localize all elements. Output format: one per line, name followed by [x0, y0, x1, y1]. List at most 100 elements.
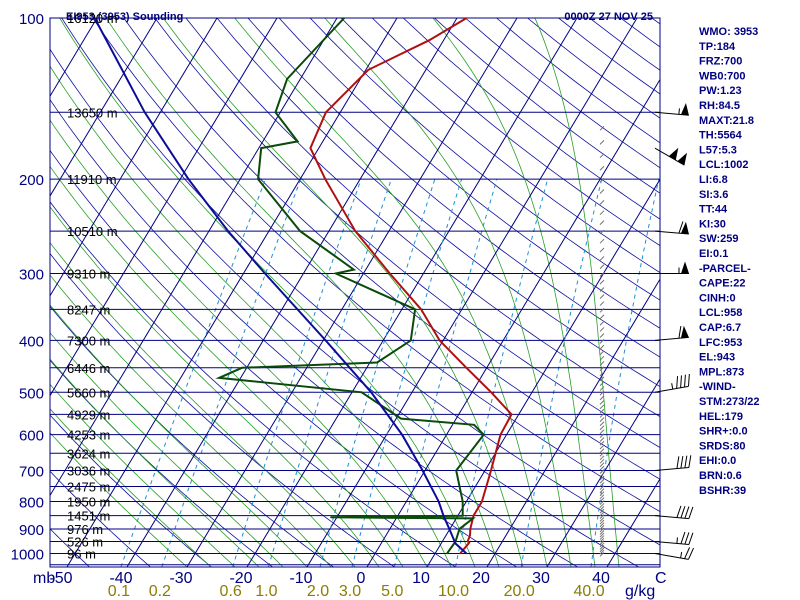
parcel-path-point — [370, 391, 373, 394]
wind-grid-dash — [599, 537, 605, 543]
temperature-point — [469, 534, 471, 537]
wind-grid-dash — [599, 455, 605, 461]
temperature-point — [468, 541, 471, 544]
height-label: 4253 m — [67, 428, 110, 443]
isotherm-line — [50, 18, 278, 397]
mixing-ratio-line — [120, 179, 267, 567]
isotherm-label: -30 — [169, 570, 192, 587]
isotherm-line — [426, 178, 660, 567]
wind-barb-half-feather — [676, 537, 678, 544]
pressure-label: 800 — [19, 495, 44, 512]
mixing-ratio-line — [520, 179, 603, 567]
parcel-path-point — [448, 528, 451, 530]
temperature-point — [459, 552, 462, 555]
height-label: 3036 m — [67, 464, 110, 479]
wind-grid-dash — [599, 500, 605, 505]
wind-grid-dash — [599, 361, 605, 366]
height-label: 9310 m — [67, 266, 110, 281]
dewpoint-point — [360, 391, 363, 394]
stat-line: BSHR:39 — [699, 485, 746, 497]
wind-grid-dash — [599, 294, 605, 299]
wind-barb-staff — [654, 385, 689, 393]
isotherm-label: -40 — [109, 570, 132, 587]
parcel-path-point — [143, 111, 146, 114]
wind-barb-feather — [680, 506, 686, 519]
stat-line: SRDS:80 — [699, 440, 745, 452]
dewpoint-point — [455, 469, 458, 472]
moist-adiabat-line — [50, 358, 260, 567]
stat-line: MAXT:21.8 — [699, 115, 754, 127]
moist-adiabat-line — [324, 18, 572, 567]
stat-line: KI:30 — [699, 218, 726, 230]
wind-grid-dash — [599, 238, 605, 244]
wind-grid-dash — [599, 469, 605, 474]
temperature-point — [428, 39, 431, 41]
height-label: 526 m — [67, 535, 103, 550]
wind-grid-dash — [599, 488, 605, 493]
isotherm-label: -10 — [289, 570, 312, 587]
wind-grid-dash — [599, 177, 605, 183]
temperature-point — [324, 178, 327, 180]
dewpoint-point — [274, 111, 277, 114]
height-label: 7300 m — [67, 333, 110, 348]
temperature-line — [309, 18, 513, 555]
stat-line: HEL:179 — [699, 411, 743, 423]
wind-grid-dash — [599, 320, 605, 326]
dewpoint-point — [461, 514, 464, 517]
wind-grid-dash — [599, 527, 605, 533]
temperature-point — [325, 111, 327, 114]
stat-line: MPL:873 — [699, 366, 744, 378]
wind-barb-half-feather — [680, 551, 683, 559]
wind-grid-dash — [599, 279, 605, 285]
wind-barb-feather — [684, 547, 691, 559]
wind-grid-dash — [599, 475, 605, 481]
wind-grid-dash — [599, 485, 605, 490]
temperature-point — [465, 367, 468, 369]
moist-adiabat-line — [50, 383, 236, 567]
wind-grid-dash — [599, 545, 605, 550]
temperature-point — [354, 230, 357, 232]
mixing-ratio-label: 20.0 — [504, 583, 535, 600]
wind-grid-dash — [599, 524, 605, 530]
height-label: 16120 m — [67, 11, 118, 26]
dewpoint-point — [472, 517, 474, 520]
isotherm-label: 30 — [532, 570, 550, 587]
dewpoint-point — [330, 516, 332, 519]
wind-grid-dash — [599, 514, 605, 520]
wind-grid-dash — [599, 494, 605, 500]
pressure-label: 700 — [19, 464, 44, 481]
wind-grid-dash — [599, 400, 605, 405]
isotherm-label: 20 — [472, 570, 490, 587]
height-labels: 16120 m 13650 m 11910 m 10510 m 9310 m 8247 m… — [67, 11, 118, 561]
temperature-point — [510, 413, 513, 416]
isotherm-label: 10 — [412, 570, 430, 587]
pressure-label: 500 — [19, 385, 44, 402]
parcel-path-point — [401, 433, 403, 436]
parcel-path-point — [324, 339, 327, 342]
wind-grid-dash — [599, 314, 605, 320]
mixing-ratio-line — [161, 179, 302, 567]
height-label: 2475 m — [67, 480, 110, 495]
wind-grid-dash — [599, 350, 605, 356]
dewpoint-point — [343, 18, 345, 19]
dewpoint-point — [461, 500, 464, 503]
wind-barb-pennant — [668, 147, 679, 161]
moist-adiabat-line — [50, 165, 404, 567]
wind-grid-dash — [599, 458, 605, 464]
wind-barb-feather — [684, 532, 690, 545]
temperature-point — [499, 433, 502, 436]
isotherm-labels: -50 -40 -30 -20 -10 0 10 20 30 40 — [49, 570, 610, 587]
wind-grid-dash — [599, 530, 605, 535]
wind-barb-half-feather — [678, 108, 680, 115]
dry-adiabat-line — [50, 48, 639, 567]
pressure-label: 400 — [19, 333, 44, 350]
wind-grid-dash — [599, 390, 605, 396]
stat-line: LCL:958 — [699, 307, 742, 319]
parcel-path-point — [454, 542, 457, 545]
height-label: 4929 m — [67, 407, 110, 422]
wind-grid-dash — [599, 421, 605, 427]
wind-grid-dash — [599, 199, 605, 205]
wind-grid-dash — [599, 425, 605, 431]
mixing-ratio-label: 40.0 — [573, 583, 604, 600]
isotherm-line — [126, 18, 458, 567]
